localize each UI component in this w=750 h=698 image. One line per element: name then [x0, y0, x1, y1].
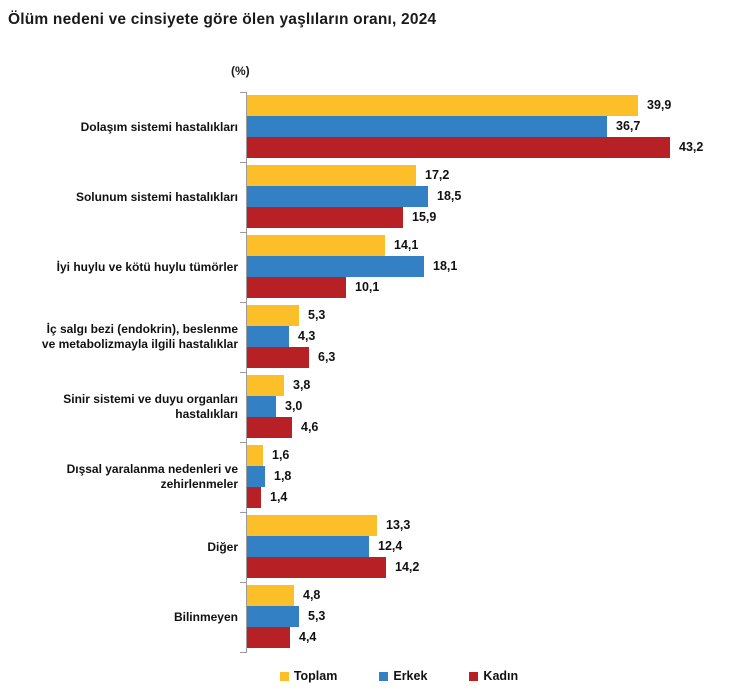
- category-label: İç salgı bezi (endokrin), beslenme ve met…: [41, 322, 238, 351]
- bar-erkek: [247, 466, 265, 487]
- category-label: Sinir sistemi ve duyu organları hastalıkl…: [63, 392, 238, 421]
- bar-group: Bilinmeyen 4,8 5,3 4,4: [0, 582, 750, 652]
- value-label: 1,8: [274, 469, 292, 483]
- bars-container: 14,1 18,1 10,1: [247, 232, 747, 302]
- bars-container: 4,8 5,3 4,4: [247, 582, 747, 652]
- value-label: 4,3: [298, 329, 316, 343]
- value-label: 15,9: [412, 210, 437, 224]
- value-label: 10,1: [355, 280, 380, 294]
- legend-swatch-icon: [279, 671, 289, 681]
- bar-toplam: [247, 445, 263, 466]
- bar-toplam: [247, 165, 416, 186]
- bar-group: Solunum sistemi hastalıkları 17,2 18,5 15,9: [0, 162, 750, 232]
- bar-erkek: [247, 116, 607, 137]
- bar-kadin: [247, 347, 309, 368]
- value-label: 5,3: [308, 609, 326, 623]
- bars-container: 1,6 1,8 1,4: [247, 442, 747, 512]
- category-label: İyi huylu ve kötü huylu tümörler: [56, 259, 238, 274]
- axis-tick: [240, 232, 246, 233]
- bar-erkek: [247, 326, 289, 347]
- chart-title: Ölüm nedeni ve cinsiyete göre ölen yaşlı…: [8, 11, 437, 28]
- y-axis-line: [246, 92, 247, 653]
- legend-label: Kadın: [483, 669, 519, 683]
- value-label: 43,2: [679, 140, 704, 154]
- bars-container: 17,2 18,5 15,9: [247, 162, 747, 232]
- category-label: Diğer: [207, 539, 238, 554]
- legend-label: Toplam: [293, 669, 338, 683]
- bar-group: İyi huylu ve kötü huylu tümörler 14,1 18,1…: [0, 232, 750, 302]
- bars-container: 3,8 3,0 4,6: [247, 372, 747, 442]
- axis-tick: [240, 372, 246, 373]
- axis-tick: [240, 442, 246, 443]
- plot-area: Dolaşım sistemi hastalıkları 39,9 36,7 43,2…: [0, 92, 750, 653]
- bar-erkek: [247, 256, 424, 277]
- bar-erkek: [247, 606, 299, 627]
- legend-item-toplam: Toplam: [279, 669, 338, 683]
- axis-tick: [240, 302, 246, 303]
- value-label: 18,5: [437, 189, 462, 203]
- bar-kadin: [247, 137, 670, 158]
- legend-label: Erkek: [393, 669, 428, 683]
- value-label: 14,1: [394, 238, 419, 252]
- bar-kadin: [247, 417, 292, 438]
- axis-tick: [240, 652, 246, 653]
- bar-erkek: [247, 536, 369, 557]
- bar-group: Sinir sistemi ve duyu organları hastalıkl…: [0, 372, 750, 442]
- value-label: 1,6: [272, 448, 290, 462]
- axis-tick: [240, 512, 246, 513]
- axis-tick: [240, 582, 246, 583]
- bar-kadin: [247, 207, 403, 228]
- legend-swatch-icon: [379, 671, 389, 681]
- category-label: Dolaşım sistemi hastalıkları: [80, 119, 238, 134]
- legend-item-erkek: Erkek: [379, 669, 427, 683]
- bar-erkek: [247, 396, 276, 417]
- bars-container: 13,3 12,4 14,2: [247, 512, 747, 582]
- bar-toplam: [247, 585, 294, 606]
- value-label: 17,2: [425, 168, 450, 182]
- bar-group: İç salgı bezi (endokrin), beslenme ve met…: [0, 302, 750, 372]
- value-label: 6,3: [318, 350, 336, 364]
- bar-toplam: [247, 305, 299, 326]
- unit-label: (%): [231, 64, 250, 78]
- value-label: 36,7: [616, 119, 641, 133]
- bar-kadin: [247, 487, 261, 508]
- bar-kadin: [247, 627, 290, 648]
- axis-tick: [240, 92, 246, 93]
- bar-toplam: [247, 375, 284, 396]
- value-label: 4,8: [303, 588, 321, 602]
- bar-group: Diğer 13,3 12,4 14,2: [0, 512, 750, 582]
- value-label: 4,6: [301, 420, 319, 434]
- bar-group: Dışsal yaralanma nedenleri ve zehirlenmel…: [0, 442, 750, 512]
- value-label: 4,4: [299, 630, 317, 644]
- bars-container: 5,3 4,3 6,3: [247, 302, 747, 372]
- bar-toplam: [247, 515, 377, 536]
- bar-kadin: [247, 557, 386, 578]
- bar-toplam: [247, 95, 638, 116]
- bar-toplam: [247, 235, 385, 256]
- value-label: 12,4: [378, 539, 403, 553]
- value-label: 1,4: [270, 490, 288, 504]
- legend-item-kadin: Kadın: [469, 669, 518, 683]
- category-label: Dışsal yaralanma nedenleri ve zehirlenmel…: [66, 462, 238, 491]
- bar-kadin: [247, 277, 346, 298]
- value-label: 5,3: [308, 308, 326, 322]
- axis-tick: [240, 162, 246, 163]
- value-label: 3,8: [293, 378, 311, 392]
- legend-swatch-icon: [469, 671, 479, 681]
- category-label: Bilinmeyen: [173, 609, 238, 624]
- value-label: 3,0: [285, 399, 303, 413]
- category-label: Solunum sistemi hastalıkları: [75, 189, 238, 204]
- value-label: 39,9: [647, 98, 672, 112]
- bars-container: 39,9 36,7 43,2: [247, 92, 747, 162]
- bar-group: Dolaşım sistemi hastalıkları 39,9 36,7 43,2: [0, 92, 750, 162]
- value-label: 14,2: [395, 560, 420, 574]
- bar-erkek: [247, 186, 428, 207]
- value-label: 13,3: [386, 518, 411, 532]
- legend: Toplam Erkek Kadın: [0, 669, 750, 683]
- value-label: 18,1: [433, 259, 458, 273]
